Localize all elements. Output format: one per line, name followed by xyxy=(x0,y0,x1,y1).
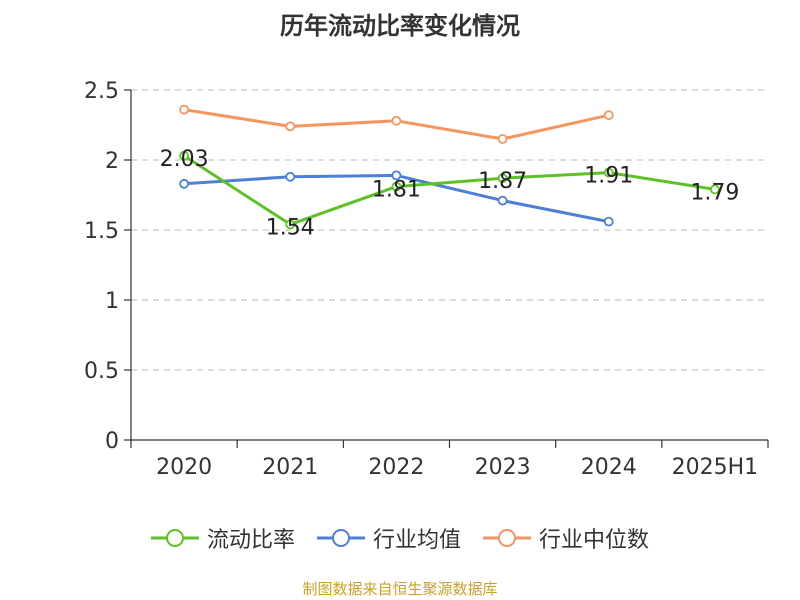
data-label: 1.79 xyxy=(690,180,739,205)
legend-item[interactable]: 行业均值 xyxy=(316,522,461,554)
data-point xyxy=(179,178,189,189)
data-point xyxy=(497,195,508,206)
legend-label: 行业均值 xyxy=(372,528,461,553)
data-point xyxy=(497,173,508,184)
legend-swatch-marker xyxy=(165,529,184,547)
data-point xyxy=(391,115,402,126)
data-point xyxy=(603,167,614,178)
legend-item[interactable]: 行业中位数 xyxy=(483,522,649,554)
legend-label: 流动比率 xyxy=(206,528,295,553)
data-point xyxy=(179,150,189,161)
data-point xyxy=(497,134,508,144)
x-tick-label: 2023 xyxy=(475,455,531,480)
data-label: 2.03 xyxy=(160,147,209,172)
y-tick-label: 1.5 xyxy=(84,219,119,244)
data-point xyxy=(285,219,296,230)
chart-title: 历年流动比率变化情况 xyxy=(280,12,520,40)
series-lines xyxy=(179,104,720,230)
x-tick-label: 2020 xyxy=(156,455,212,480)
legend: 流动比率 行业均值 行业中位数 xyxy=(0,518,800,558)
data-point xyxy=(603,216,614,227)
y-tick-label: 2 xyxy=(105,149,119,174)
axes: 0 0.5 1 1.5 2 2.5 2020 2021 2022 2023 2024 2025H1 xyxy=(84,79,769,480)
source-note: 制图数据来自恒生聚源数据库 xyxy=(302,580,498,598)
legend-swatch-marker xyxy=(498,529,516,547)
legend-label: 行业中位数 xyxy=(539,528,650,553)
grid-lines xyxy=(131,89,768,371)
series-line xyxy=(183,154,716,226)
y-tick-label: 0 xyxy=(105,429,119,454)
y-tick-label: 2.5 xyxy=(84,79,119,104)
data-point xyxy=(179,104,189,115)
y-tick-label: 1 xyxy=(105,289,119,314)
data-labels: 2.03 1.54 1.81 1.87 1.91 1.79 xyxy=(160,147,740,241)
data-point xyxy=(285,171,296,182)
data-point xyxy=(710,184,720,195)
data-label: 1.81 xyxy=(372,178,421,203)
x-tick-label: 2022 xyxy=(368,455,424,480)
data-point xyxy=(391,181,402,192)
x-tick-label: 2021 xyxy=(262,455,318,480)
legend-item[interactable]: 流动比率 xyxy=(150,522,295,554)
x-tick-label: 2025H1 xyxy=(672,455,759,480)
legend-swatch xyxy=(483,529,531,547)
legend-swatch xyxy=(316,529,365,547)
legend-swatch-marker xyxy=(331,529,350,547)
legend-swatch xyxy=(150,529,199,547)
y-tick-label: 0.5 xyxy=(84,359,119,384)
data-label: 1.91 xyxy=(584,164,633,189)
data-point xyxy=(603,110,614,121)
data-label: 1.87 xyxy=(478,169,527,194)
x-tick-label: 2024 xyxy=(581,455,637,480)
data-point xyxy=(391,170,402,181)
data-point xyxy=(285,121,296,132)
data-label: 1.54 xyxy=(266,215,315,240)
